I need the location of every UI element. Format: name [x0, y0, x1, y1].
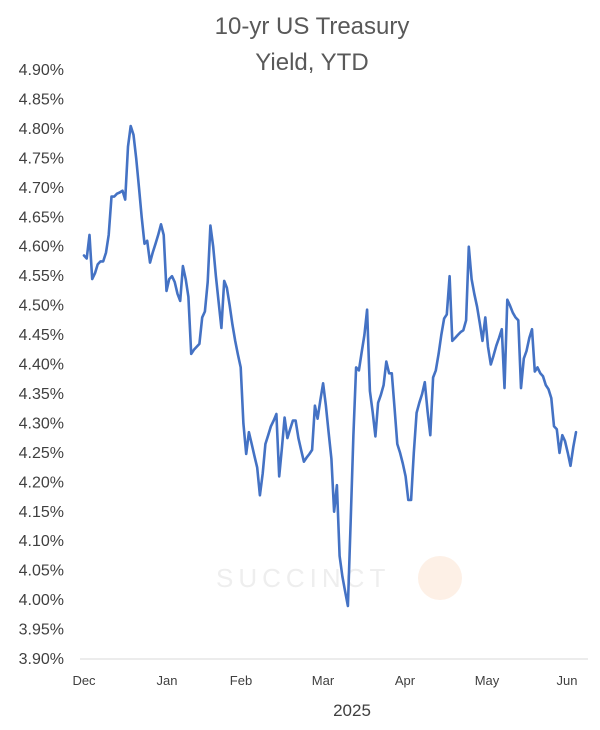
watermark-text: SUCCINCT — [216, 563, 390, 593]
x-tick-label: Feb — [230, 673, 252, 688]
y-tick-label: 4.05% — [19, 563, 64, 580]
y-tick-label: 4.00% — [19, 592, 64, 609]
y-tick-label: 4.50% — [19, 298, 64, 315]
y-tick-label: 4.45% — [19, 327, 64, 344]
y-tick-label: 4.10% — [19, 533, 64, 550]
x-axis-label: 2025 — [333, 701, 371, 720]
y-tick-label: 4.40% — [19, 357, 64, 374]
y-tick-label: 4.60% — [19, 239, 64, 256]
y-tick-label: 4.25% — [19, 445, 64, 462]
y-tick-label: 3.95% — [19, 622, 64, 639]
y-tick-label: 4.35% — [19, 386, 64, 403]
y-tick-label: 4.80% — [19, 121, 64, 138]
x-tick-label: Jan — [157, 673, 178, 688]
y-tick-label: 4.90% — [19, 62, 64, 79]
x-tick-label: Apr — [395, 673, 416, 688]
chart-title-line2: Yield, YTD — [255, 49, 368, 76]
x-tick-label: Dec — [72, 673, 96, 688]
series-lines — [82, 124, 578, 608]
yield-series-line — [82, 124, 578, 608]
y-tick-label: 4.20% — [19, 474, 64, 491]
x-tick-label: May — [475, 673, 500, 688]
y-tick-label: 4.75% — [19, 150, 64, 167]
x-tick-label: Jun — [557, 673, 578, 688]
watermark-logo-icon — [418, 556, 462, 600]
x-tick-label: Mar — [312, 673, 335, 688]
y-axis-ticks: 4.90% 4.85% 4.80% 4.75% 4.70% 4.65% 4.60% 4.55%… — [19, 62, 64, 668]
y-tick-label: 4.30% — [19, 415, 64, 432]
x-axis-ticks: Dec Jan Feb Mar Apr May Jun — [72, 673, 577, 688]
y-tick-label: 4.55% — [19, 268, 64, 285]
y-tick-label: 4.15% — [19, 504, 64, 521]
y-tick-label: 4.85% — [19, 91, 64, 108]
chart-title-line1: 10-yr US Treasury — [215, 13, 410, 40]
watermark: SUCCINCT — [216, 556, 462, 600]
y-tick-label: 4.70% — [19, 180, 64, 197]
y-tick-label: 4.65% — [19, 209, 64, 226]
y-tick-label: 3.90% — [19, 651, 64, 668]
